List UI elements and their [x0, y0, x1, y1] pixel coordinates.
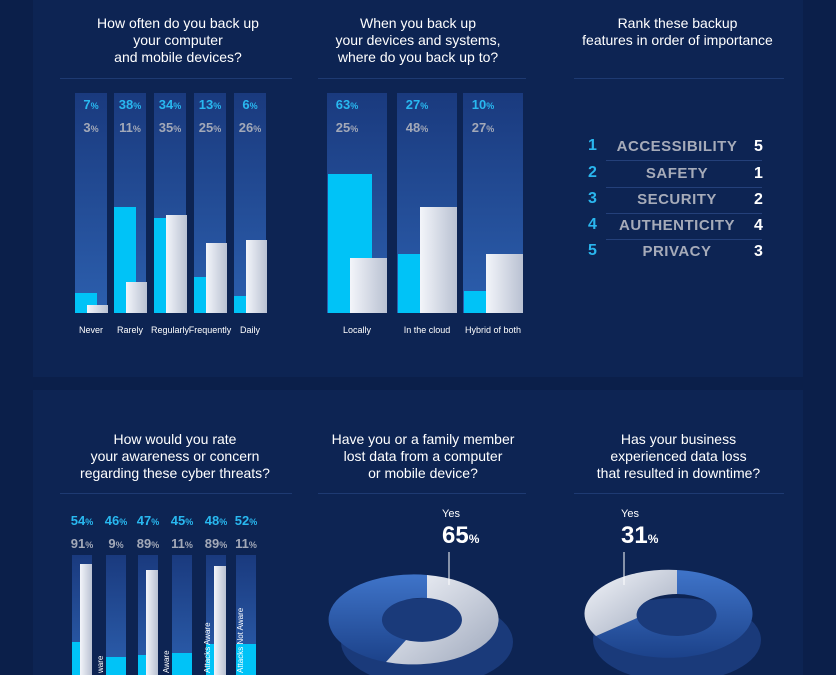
- chart1-blue-label: 34%: [158, 97, 182, 112]
- chart2-title: When you back up your devices and system…: [335, 15, 501, 65]
- chart4-bar-blue: [236, 644, 256, 675]
- chart1-separator: [60, 78, 292, 79]
- chart2-blue-label: 63%: [335, 97, 359, 112]
- chart1-bar-white: [166, 215, 187, 313]
- chart4-blue-label: 47%: [136, 513, 160, 528]
- chart2-bar-white: [420, 207, 457, 313]
- chart1-gray-label: 11%: [119, 120, 141, 135]
- rank-score: 5: [754, 138, 763, 155]
- chart4-blue-label: 52%: [234, 513, 258, 528]
- chart2-category-label: Locally: [342, 325, 371, 335]
- rank-feature: PRIVACY: [642, 243, 712, 260]
- chart4-bar-blue: [106, 657, 126, 675]
- chart1-category-label: Daily: [239, 325, 260, 335]
- chart1-blue-label: 13%: [198, 97, 222, 112]
- chart5-title: Have you or a family member lost data fr…: [331, 431, 515, 481]
- chart4-gray-label: 11%: [235, 536, 257, 551]
- rank-feature: SAFETY: [645, 165, 709, 182]
- chart4-bar-blue: [72, 642, 80, 675]
- chart1-blue-label: 6%: [242, 97, 258, 112]
- chart4-gray-label: 89%: [136, 536, 160, 551]
- chart4-title: How would you rate your awareness or con…: [80, 431, 270, 481]
- chart1-blue-label: 38%: [118, 97, 142, 112]
- chart4-column-bg: [172, 555, 192, 675]
- rank-divider: [606, 213, 762, 214]
- chart1-category-label: Regularly: [150, 325, 190, 335]
- chart1-blue-label: 7%: [83, 97, 99, 112]
- chart4-rotated-label: Attacks Not Aware: [236, 607, 245, 673]
- chart4-bar-white: [146, 570, 158, 675]
- chart2-gray-label: 48%: [405, 120, 429, 135]
- rank-feature: SECURITY: [637, 191, 717, 208]
- chart4-bar-white: [214, 566, 226, 675]
- rank-score: 2: [754, 191, 763, 208]
- rank-score: 1: [754, 165, 763, 182]
- chart2-bar-white: [486, 253, 523, 313]
- rank-number: 4: [588, 216, 597, 233]
- rank-feature: ACCESSIBILITY: [616, 138, 738, 155]
- rank-divider: [606, 160, 762, 161]
- chart5-separator: [318, 493, 526, 494]
- chart4-gray-label: 9%: [108, 536, 124, 551]
- chart4-bar-blue: [206, 644, 214, 675]
- chart6-yes-label: Yes: [621, 508, 639, 520]
- rank-feature: AUTHENTICITY: [619, 217, 735, 234]
- chart4-rotated-label: ware: [96, 655, 105, 673]
- chart4-separator: [60, 493, 292, 494]
- chart6-separator: [574, 493, 784, 494]
- chart2-category-label: Hybrid of both: [464, 325, 522, 335]
- chart4-gray-label: 91%: [70, 536, 94, 551]
- chart1-gray-label: 35%: [158, 120, 182, 135]
- chart6-yes-value: 31%: [621, 522, 659, 549]
- chart2-blue-label: 27%: [405, 97, 429, 112]
- chart2-bar-white: [350, 258, 387, 313]
- chart4-column-bg: [106, 555, 126, 675]
- chart1-title: How often do you back up your computer a…: [97, 15, 259, 65]
- chart2-separator: [318, 78, 526, 79]
- chart1-category-label: Frequently: [188, 325, 232, 335]
- chart1-column-bg: [75, 93, 107, 313]
- chart4-blue-label: 48%: [204, 513, 228, 528]
- chart4-bar-blue: [138, 655, 146, 675]
- chart6-title: Has your business experienced data loss …: [596, 431, 761, 481]
- chart2-category-label: In the cloud: [403, 325, 451, 335]
- chart1-bar-white: [87, 304, 108, 313]
- chart4-bar-white: [80, 564, 92, 675]
- chart1-gray-label: 25%: [198, 120, 222, 135]
- chart1-category-label: Rarely: [116, 325, 143, 335]
- rank-number: 2: [588, 164, 597, 181]
- chart4-blue-label: 54%: [70, 513, 94, 528]
- rank-divider: [606, 239, 762, 240]
- chart1-bar-white: [246, 240, 267, 313]
- chart1-gray-label: 3%: [83, 120, 99, 135]
- rank-number: 5: [588, 242, 597, 259]
- chart4-gray-label: 89%: [204, 536, 228, 551]
- chart2-gray-label: 25%: [335, 120, 359, 135]
- rank-score: 3: [754, 243, 763, 260]
- chart5-yes-label: Yes: [442, 508, 460, 520]
- chart3-separator: [574, 78, 784, 79]
- rank-score: 4: [754, 217, 763, 234]
- chart4-rotated-label: Aware: [162, 650, 171, 673]
- chart1-category-label: Never: [78, 325, 103, 335]
- chart1-bar-white: [126, 282, 147, 313]
- chart4-rotated-label: Attacks Aware: [203, 622, 212, 673]
- chart5-yes-value: 65%: [442, 522, 480, 549]
- chart4-blue-label: 45%: [170, 513, 194, 528]
- chart2-gray-label: 27%: [471, 120, 495, 135]
- chart1-bar-white: [206, 243, 227, 313]
- chart1-gray-label: 26%: [238, 120, 262, 135]
- rank-number: 1: [588, 137, 597, 154]
- chart4-bar-blue: [172, 653, 192, 675]
- rank-divider: [606, 187, 762, 188]
- rank-number: 3: [588, 190, 597, 207]
- chart3-title: Rank these backup features in order of i…: [582, 15, 773, 48]
- chart4-blue-label: 46%: [104, 513, 128, 528]
- chart2-blue-label: 10%: [471, 97, 495, 112]
- chart4-gray-label: 11%: [171, 536, 193, 551]
